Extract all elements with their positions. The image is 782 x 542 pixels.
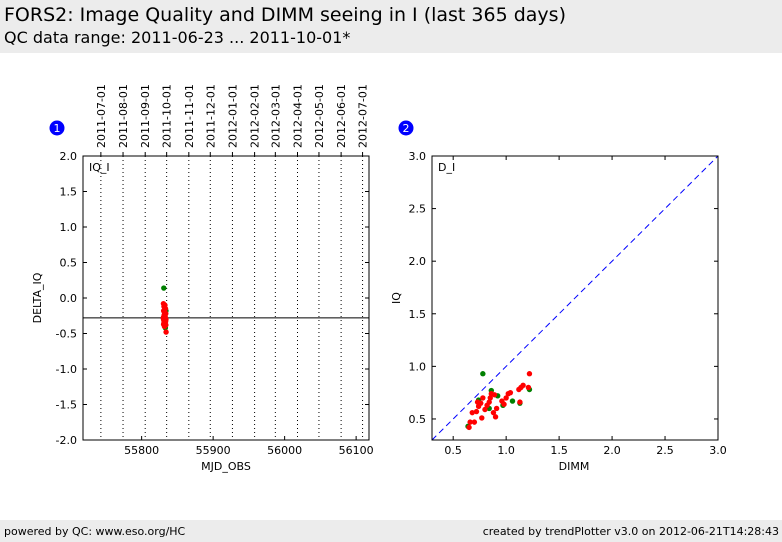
x-tick-label: 1.5 <box>550 444 568 457</box>
red-point <box>490 409 497 416</box>
red-point <box>491 392 498 398</box>
top-date-tick-label: 2011-10-01 <box>161 84 174 148</box>
red-point <box>487 395 493 401</box>
red-point <box>480 395 486 401</box>
red-point <box>482 406 488 413</box>
red-point <box>161 320 167 327</box>
green-point <box>161 285 167 291</box>
y-tick-label: 1.5 <box>409 308 427 321</box>
top-date-tick-label: 2012-01-01 <box>226 84 239 148</box>
iq-vs-dimm-panel: 2 0.5 1.0 1.5 2.0 2.5 3.0 0.5 1.0 1.5 2.0 2.5 3.0 D… <box>390 120 727 473</box>
red-point <box>163 329 169 335</box>
red-point <box>162 310 168 316</box>
green-point <box>509 398 516 404</box>
page-title: FORS2: Image Quality and DIMM seeing in … <box>4 4 566 26</box>
y-tick-label: 0.5 <box>409 413 427 426</box>
y-tick-label: 2.0 <box>409 255 427 268</box>
footer-credit: powered by QC: www.eso.org/HC <box>4 525 186 538</box>
red-point <box>526 371 533 377</box>
top-date-tick-label: 2012-03-01 <box>269 84 282 148</box>
y-tick-label: 1.0 <box>60 221 78 234</box>
red-point <box>520 382 526 389</box>
top-date-tick-label: 2011-09-01 <box>139 84 152 148</box>
footer-bar: powered by QC: www.eso.org/HC created by… <box>0 520 782 542</box>
x-tick-label: 55800 <box>124 444 159 457</box>
x-tick-label: 0.5 <box>444 444 462 457</box>
x-tick-label: 2.0 <box>603 444 621 457</box>
panel-2-y-axis-label: IQ <box>390 292 403 304</box>
y-tick-label: 3.0 <box>409 150 427 163</box>
x-tick-label: 56100 <box>339 444 374 457</box>
panel-1-label: IQ_I <box>89 161 110 174</box>
top-date-tick-label: 2011-08-01 <box>117 84 130 148</box>
y-tick-label: 1.0 <box>409 360 427 373</box>
footer-created: created by trendPlotter v3.0 on 2012-06-… <box>482 525 779 538</box>
y-tick-label: 0.5 <box>60 257 78 270</box>
panel-2-label: D_I <box>438 161 455 174</box>
red-point <box>486 399 492 405</box>
top-date-tick-label: 2012-07-01 <box>357 84 370 148</box>
y-tick-label: 1.5 <box>60 186 78 199</box>
red-point <box>493 405 500 412</box>
panel-2-badge-label: 2 <box>403 122 410 135</box>
top-date-tick-label: 2012-02-01 <box>249 84 262 148</box>
red-point <box>466 424 472 431</box>
panel-1-y-axis-label: DELTA_IQ <box>31 272 44 323</box>
top-date-tick-label: 2011-11-01 <box>183 84 196 148</box>
red-point <box>467 419 473 425</box>
red-point <box>161 304 168 310</box>
header-bar: FORS2: Image Quality and DIMM seeing in … <box>0 0 782 53</box>
top-date-tick-label: 2012-05-01 <box>313 84 326 148</box>
y-tick-label: 2.5 <box>409 203 427 216</box>
panel-1-x-axis-label: MJD_OBS <box>201 460 251 473</box>
x-tick-label: 1.0 <box>497 444 515 457</box>
red-point <box>469 409 475 416</box>
red-point <box>503 395 509 401</box>
y-tick-label: 0.0 <box>60 292 78 305</box>
red-point <box>492 414 499 420</box>
panel-2-badge <box>398 120 414 136</box>
x-tick-label: 56000 <box>267 444 302 457</box>
red-point <box>474 399 481 405</box>
top-date-tick-label: 2011-07-01 <box>95 84 108 148</box>
y-tick-label: -0.5 <box>56 328 77 341</box>
page-subtitle: QC data range: 2011-06-23 ... 2011-10-01… <box>4 28 351 47</box>
panel-1-badge-label: 1 <box>54 122 61 135</box>
red-point <box>507 389 514 396</box>
y-tick-label: -2.0 <box>56 434 77 447</box>
x-tick-label: 2.5 <box>656 444 674 457</box>
red-point <box>501 401 507 407</box>
panel-1-frame <box>82 155 370 441</box>
top-date-tick-label: 2011-12-01 <box>204 84 217 148</box>
top-date-tick-label: 2012-06-01 <box>335 84 348 148</box>
green-point <box>480 371 486 377</box>
red-point <box>517 399 523 405</box>
y-tick-label: 2.0 <box>60 150 78 163</box>
panel-2-x-axis-label: DIMM <box>559 460 590 473</box>
red-point <box>479 415 485 421</box>
red-point <box>525 384 532 391</box>
panel-2-frame <box>431 155 719 441</box>
y-tick-label: -1.0 <box>56 363 77 376</box>
y-tick-label: -1.5 <box>56 399 77 412</box>
one-to-one-line <box>431 155 719 441</box>
red-point <box>473 408 480 415</box>
x-tick-label: 3.0 <box>709 444 727 457</box>
red-point <box>471 419 478 425</box>
delta-iq-panel: 1 2011-07-01 2011-08-01 2011-09-01 2011-10-… <box>31 84 374 473</box>
top-date-tick-label: 2012-04-01 <box>292 84 305 148</box>
panel-1-badge <box>49 120 65 136</box>
x-tick-label: 55900 <box>196 444 231 457</box>
